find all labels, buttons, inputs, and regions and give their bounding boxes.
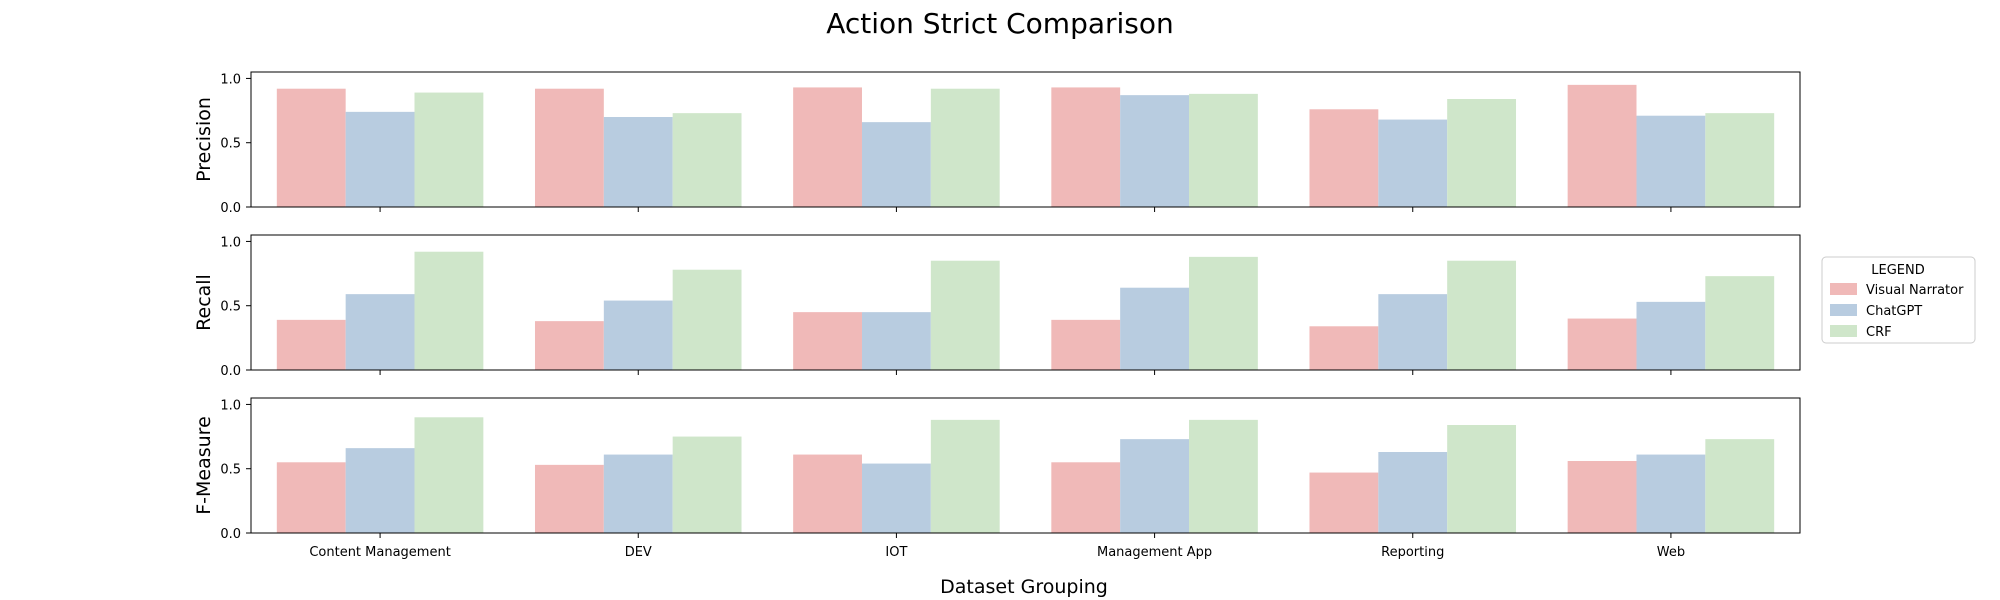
legend-entry: Visual Narrator: [1866, 283, 1964, 298]
bar: [1378, 119, 1448, 207]
y-axis-label: Recall: [193, 274, 215, 331]
bar: [1189, 419, 1258, 533]
bar: [1309, 326, 1379, 370]
bar: [276, 319, 346, 370]
x-tick-label: Reporting: [1381, 545, 1444, 560]
bar: [1567, 318, 1637, 370]
bar: [1705, 439, 1775, 533]
bar: [534, 464, 604, 533]
y-axis-label: Precision: [193, 97, 215, 182]
bar: [1378, 452, 1448, 533]
panel-recall: 0.0 0.5 1.0 Recall: [193, 234, 1801, 379]
panel-precision: 0.0 0.5 1.0 Precision: [193, 71, 1801, 216]
y-tick-label: 1.0: [220, 398, 241, 413]
bar: [534, 321, 604, 370]
bar: [1705, 276, 1775, 370]
bar: [1051, 319, 1121, 370]
bar: [603, 300, 673, 370]
bar: [1636, 115, 1706, 207]
y-tick-label: 1.0: [220, 235, 241, 250]
legend-swatch: [1830, 325, 1857, 337]
bar: [672, 113, 742, 207]
y-tick-label: 1.0: [220, 72, 241, 87]
bar: [1378, 294, 1448, 370]
panel-f-measure: 0.0 0.5 1.0 F-Measure: [193, 397, 1801, 542]
bar: [1567, 461, 1637, 533]
panels: 0.0 0.5 1.0 Precision 0.0 0.5 1.0 Recall 0.0 0.5 1…: [193, 71, 1801, 560]
x-tick-label: Management App: [1097, 545, 1212, 560]
legend-title: LEGEND: [1871, 263, 1924, 278]
bar: [1447, 260, 1517, 370]
bar: [1636, 301, 1706, 370]
bar: [1309, 472, 1379, 533]
bar: [672, 436, 742, 533]
x-tick-label: Web: [1657, 545, 1685, 560]
x-tick-label: Content Management: [309, 545, 450, 560]
y-tick-label: 0.5: [220, 300, 241, 315]
bar: [861, 122, 931, 207]
bar: [793, 312, 862, 370]
bar: [1447, 425, 1517, 533]
legend-entry: CRF: [1866, 325, 1892, 340]
bar: [1567, 84, 1637, 207]
bar: [793, 454, 862, 533]
bar: [345, 448, 415, 533]
x-axis-label: Dataset Grouping: [940, 576, 1108, 598]
bar: [1309, 109, 1379, 207]
bar: [861, 312, 931, 370]
bar: [414, 417, 484, 533]
y-tick-label: 0.5: [220, 463, 241, 478]
bar: [861, 463, 931, 533]
bar: [930, 88, 1000, 207]
bar: [1051, 87, 1121, 207]
plot-frame: [250, 71, 1801, 208]
plot-frame: [250, 234, 1801, 371]
bar: [276, 88, 346, 207]
bar: [1120, 95, 1189, 207]
bar: [414, 92, 484, 207]
y-axis-label: F-Measure: [193, 416, 215, 515]
bar: [930, 419, 1000, 533]
bar: [534, 88, 604, 207]
bar: [1705, 113, 1775, 207]
bar: [603, 117, 673, 207]
x-tick-label: DEV: [625, 545, 652, 560]
bar: [1636, 454, 1706, 533]
legend: LEGEND Visual Narrator ChatGPT CRF: [1821, 256, 1976, 344]
plot-frame: [250, 397, 1801, 534]
legend-box: [1821, 256, 1976, 344]
bar: [1051, 462, 1121, 533]
x-tick-label: IOT: [885, 545, 907, 560]
bar: [793, 87, 862, 207]
y-tick-label: 0.0: [220, 364, 241, 379]
bar: [345, 294, 415, 370]
bar: [930, 260, 1000, 370]
bar: [276, 462, 346, 533]
y-tick-label: 0.0: [220, 527, 241, 542]
bar: [672, 269, 742, 370]
bar: [1189, 93, 1258, 207]
bar: [1447, 99, 1517, 207]
chart-title: Action Strict Comparison: [826, 7, 1174, 40]
bar: [1189, 256, 1258, 370]
bar: [345, 111, 415, 207]
bar: [1120, 287, 1189, 370]
bar: [1120, 439, 1189, 533]
y-tick-label: 0.5: [220, 137, 241, 152]
legend-entry: ChatGPT: [1866, 304, 1922, 319]
legend-swatch: [1830, 283, 1857, 295]
bar: [414, 251, 484, 370]
y-tick-label: 0.0: [220, 201, 241, 216]
legend-swatch: [1830, 304, 1857, 316]
bar: [603, 454, 673, 533]
